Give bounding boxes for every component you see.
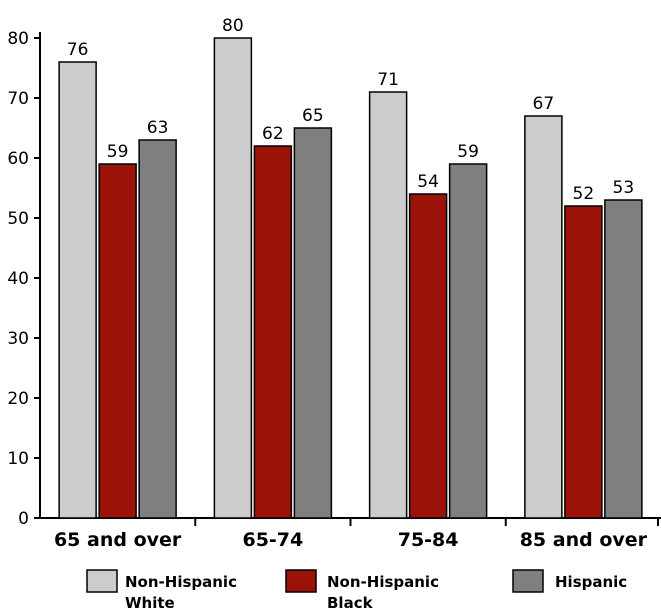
data-label: 63 <box>147 118 169 138</box>
data-label: 59 <box>107 142 129 162</box>
bar <box>253 145 293 519</box>
data-label: 62 <box>262 124 284 144</box>
legend-label: Non-Hispanic Black <box>327 573 439 612</box>
y-tick-label: 50 <box>7 209 29 229</box>
bar <box>564 205 603 519</box>
legend-label-line: White <box>125 594 175 612</box>
legend-label-line: Non-Hispanic <box>327 573 439 591</box>
bar <box>213 37 253 519</box>
legend-label: Non-Hispanic White <box>125 573 237 612</box>
data-label: 53 <box>613 178 635 198</box>
legend-label-line: Hispanic <box>555 573 627 591</box>
bar <box>293 127 333 519</box>
x-category-label: 65-74 <box>242 529 303 551</box>
y-tick-label: 0 <box>18 509 29 529</box>
bar <box>368 91 408 519</box>
data-label: 76 <box>67 40 89 60</box>
bar <box>58 61 97 519</box>
data-label: 59 <box>457 142 479 162</box>
y-tick-label: 70 <box>7 89 29 109</box>
data-label: 52 <box>573 184 595 204</box>
x-category-label: 65 and over <box>54 529 182 551</box>
chart-bars: 76 59 63 80 62 65 71 54 59 67 52 53 <box>58 16 643 519</box>
y-tick-label: 80 <box>7 29 29 49</box>
legend-swatch <box>86 569 118 593</box>
y-tick-label: 10 <box>7 449 29 469</box>
bar <box>408 193 448 519</box>
data-label: 71 <box>377 70 399 90</box>
legend-label-line: Black <box>327 594 374 612</box>
data-label: 80 <box>222 16 244 36</box>
y-tick-label: 20 <box>7 389 29 409</box>
y-tick-label: 30 <box>7 329 29 349</box>
data-label: 54 <box>417 172 439 192</box>
legend-swatch <box>512 569 544 593</box>
legend-label: Hispanic <box>555 573 627 591</box>
legend-swatch <box>285 569 317 593</box>
bar <box>448 163 488 519</box>
y-tick-label: 60 <box>7 149 29 169</box>
x-category-label: 75-84 <box>398 529 459 551</box>
chart-axes: 0 10 20 30 40 50 60 70 80 65 and over 65-74 75-84 85… <box>7 29 661 551</box>
x-category-label: 85 and over <box>520 529 648 551</box>
bar <box>138 139 177 519</box>
legend-label-line: Non-Hispanic <box>125 573 237 591</box>
bar <box>604 199 643 519</box>
bar <box>98 163 137 519</box>
data-label: 67 <box>533 94 555 114</box>
bar <box>524 115 563 519</box>
y-tick-label: 40 <box>7 269 29 289</box>
chart-legend: Non-Hispanic White Non-Hispanic Black Hispan… <box>86 569 627 612</box>
data-label: 65 <box>302 106 324 126</box>
